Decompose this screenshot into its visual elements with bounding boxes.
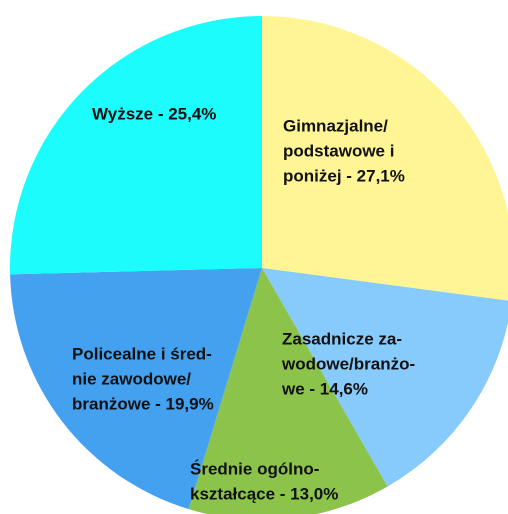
slice-label: Średnie ogólno- <box>190 459 319 478</box>
slice-label: Policealne i śred- <box>72 344 212 363</box>
slice-label: wodowe/branżo- <box>281 354 415 373</box>
slice-label: Gimnazjalne/ <box>283 116 388 135</box>
pie-slice <box>262 16 508 301</box>
pie-slice <box>262 268 508 487</box>
slice-label: poniżej - 27,1% <box>283 166 405 185</box>
pie-slice <box>10 268 262 510</box>
pie-slice <box>188 268 388 514</box>
slice-label: Wyższe - 25,4% <box>92 104 216 123</box>
slice-label: branżowe - 19,9% <box>72 394 214 413</box>
pie-slice <box>9 16 262 275</box>
slice-label: we - 14,6% <box>281 379 368 398</box>
slice-label: podstawowe i <box>283 141 394 160</box>
slice-label: nie zawodowe/ <box>72 369 191 388</box>
slice-label: kształcące - 13,0% <box>190 484 338 503</box>
slice-label: Zasadnicze za- <box>282 329 402 348</box>
